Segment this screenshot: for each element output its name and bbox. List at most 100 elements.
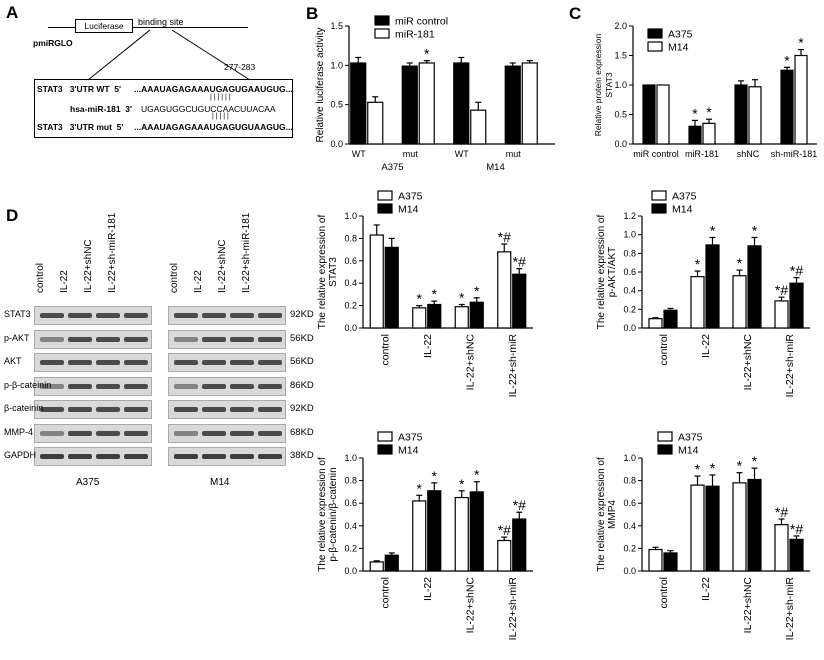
mut-label: STAT3 3'UTR mut 5' (37, 122, 124, 132)
blot-band (96, 360, 120, 365)
blot-band (258, 430, 282, 436)
y-axis-label: The relative expression of (596, 457, 607, 572)
bar (702, 122, 716, 145)
legend-swatch (377, 203, 393, 214)
bar (418, 62, 435, 145)
blot-size-label: 92KD (290, 403, 314, 414)
blot-band (230, 336, 254, 342)
legend-swatch (647, 41, 663, 52)
chart-pakt-akt: 0.0 0.2 0.4 0.6 0.8 1.0 1.2 The relative expres… (596, 190, 810, 397)
bar (732, 482, 747, 572)
bar (470, 109, 487, 145)
significance-mark: * (710, 222, 716, 238)
bar (512, 518, 527, 572)
bar (504, 65, 521, 145)
bar (454, 306, 469, 329)
y-tick-label: 0.6 (344, 256, 357, 266)
blot-strip (34, 447, 152, 466)
y-axis-label: Relative luciferase activity (315, 27, 326, 142)
chart-stat3-protein: 0.0 0.5 1.0 1.5 2.0 Relative protein expressi… (593, 21, 818, 159)
significance-mark: * (459, 476, 465, 492)
blot-strip (168, 376, 286, 396)
legend-label: M14 (668, 42, 689, 54)
bar (384, 554, 399, 572)
y-tick-label: 0.2 (623, 304, 636, 314)
mut-sequence: ...AAAUAGAGAAAUGAGUGUAAGUG... (134, 122, 293, 132)
bar (642, 84, 656, 145)
significance-mark: *# (498, 229, 511, 245)
blot-band (40, 454, 64, 459)
bar (454, 496, 469, 572)
blot-band (258, 454, 282, 459)
blot-row-label: β-cateinin (4, 403, 44, 413)
legend-swatch (651, 203, 667, 214)
blot-band (96, 454, 120, 459)
bar (774, 524, 789, 572)
significance-mark: * (692, 105, 698, 121)
y-tick-label: 0.4 (623, 521, 636, 531)
blot-band (96, 430, 120, 436)
legend-swatch (377, 444, 393, 455)
bar (789, 282, 804, 329)
significance-mark: *# (498, 522, 511, 538)
x-tick-label: sh-miR-181 (771, 149, 818, 159)
bar (794, 54, 808, 145)
significance-mark: * (706, 104, 712, 120)
blot-band (124, 454, 148, 459)
bar (780, 69, 794, 145)
blot-group-label: M14 (210, 476, 230, 488)
y-axis-label: The relative expression of (317, 215, 328, 330)
x-tick-label: mut (403, 149, 419, 159)
x-tick-label: control (658, 334, 670, 366)
panel-d-letter: D (6, 206, 19, 225)
blot-band (40, 383, 64, 389)
legend-label: M14 (672, 204, 693, 216)
panel-a-lines (87, 29, 251, 81)
bar (427, 490, 442, 572)
significance-mark: * (417, 291, 423, 307)
bar (497, 251, 512, 329)
legend-label: miR-181 (395, 29, 435, 41)
blot-band (68, 313, 92, 318)
bar (690, 276, 705, 329)
sequence-box: STAT3 3'UTR WT 5' ...AAAUAGAGAAAUGAGUGAA… (34, 79, 293, 138)
y-tick-label: 0.0 (614, 139, 627, 149)
blot-band (68, 430, 92, 436)
blot-band (230, 407, 254, 412)
y-tick-label: 0.2 (344, 301, 357, 311)
blot-strip (168, 400, 286, 419)
wt-sequence: ...AAAUAGAGAAAUGAGUGAAUGUG... (134, 84, 293, 94)
significance-mark: * (459, 289, 465, 305)
pairing-top: | | | | | | (210, 94, 231, 101)
bar (369, 234, 384, 329)
blot-row-label: MMP-4 (4, 426, 33, 437)
legend-label: miR control (395, 16, 448, 28)
x-tick-label: WT (455, 149, 469, 159)
vector-label: pmiRGLO (33, 38, 73, 48)
y-tick-label: 0.6 (623, 267, 636, 277)
lane-label-m14-2: IL-22+shNC (217, 239, 228, 293)
bar (512, 273, 527, 329)
blot-row-label: AKT (4, 356, 22, 366)
blot-band (68, 407, 92, 412)
blot-size-label: 56KD (290, 356, 314, 367)
y-tick-label: 0.4 (623, 286, 636, 296)
luciferase-box: Luciferase (75, 19, 133, 33)
x-tick-label: IL-22+shNC (464, 577, 476, 634)
significance-mark: * (432, 468, 438, 484)
lane-label-m14-0: control (169, 262, 180, 293)
blot-size-label: 86KD (290, 379, 314, 391)
blot-band (258, 383, 282, 389)
significance-mark: *# (513, 254, 526, 270)
y-tick-label: 0.6 (623, 498, 636, 508)
x-tick-label: IL-22+sh-miR (507, 334, 519, 398)
blot-band (96, 336, 120, 342)
blot-band (174, 454, 198, 459)
significance-mark: *# (775, 282, 788, 298)
blot-band (96, 407, 120, 412)
blot-band (124, 360, 148, 365)
blot-strip (34, 353, 152, 372)
panel-c-letter: C (569, 4, 582, 23)
blot-band (202, 407, 226, 412)
significance-mark: *# (790, 521, 803, 537)
